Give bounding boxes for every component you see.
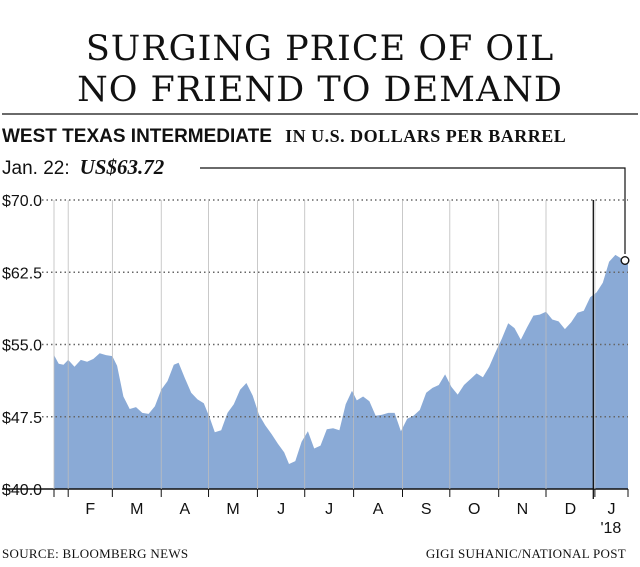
marker-layer (592, 200, 630, 499)
x-tick-label: A (373, 501, 384, 518)
series-name: WEST TEXAS INTERMEDIATE (2, 126, 272, 147)
x-tick-label: N (517, 501, 529, 518)
y-tick-label: $62.5 (2, 265, 42, 282)
x-axis: F M A M J J A S O N D J '18 (53, 489, 629, 537)
x-tick-label: M (130, 501, 143, 518)
x-tick-label: S (421, 501, 432, 518)
year-label: '18 (600, 520, 621, 537)
x-tick-label: A (180, 501, 191, 518)
y-tick-label: $70.0 (2, 193, 42, 210)
latest-value-marker (620, 255, 630, 265)
x-tick-label: J (325, 501, 333, 518)
headline-line-1: SURGING PRICE OF OIL (86, 29, 554, 69)
y-tick-label: $47.5 (2, 410, 42, 427)
y-tick-label: $40.0 (2, 482, 42, 499)
callout-leader-line (200, 167, 626, 254)
x-tick-label: D (565, 501, 577, 518)
x-tick-label: J (277, 501, 285, 518)
y-axis: $70.0 $62.5 $55.0 $47.5 $40.0 (2, 193, 42, 499)
x-tick-label: F (85, 501, 95, 518)
area-layer (54, 254, 628, 489)
callout: Jan. 22: US$63.72 (2, 155, 165, 179)
x-tick-label: O (468, 501, 480, 518)
chart-section-title: WEST TEXAS INTERMEDIATE IN U.S. DOLLARS … (2, 126, 566, 147)
grid-layer (2, 199, 628, 490)
headline-line-2: NO FRIEND TO DEMAND (77, 70, 563, 110)
x-tick-label: M (226, 501, 239, 518)
artist-credit: GIGI SUHANIC/NATIONAL POST (426, 546, 626, 561)
callout-date: Jan. 22: (2, 158, 70, 179)
callout-value: US$63.72 (80, 155, 165, 179)
price-area (54, 254, 628, 489)
unit-label: IN U.S. DOLLARS PER BARREL (285, 126, 566, 146)
y-tick-label: $55.0 (2, 338, 42, 355)
source-credit: SOURCE: BLOOMBERG NEWS (2, 546, 188, 561)
x-tick-label: J (607, 501, 615, 518)
